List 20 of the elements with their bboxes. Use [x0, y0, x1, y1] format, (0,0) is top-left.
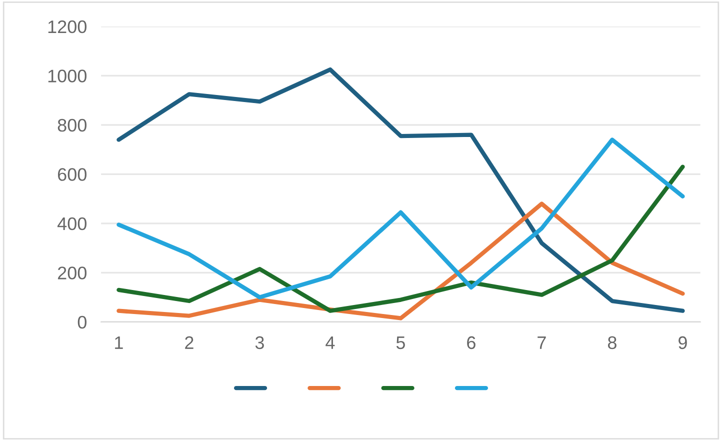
x-tick-label: 4: [326, 336, 335, 349]
y-tick-label: 800: [58, 118, 86, 132]
x-tick-label: 7: [538, 336, 546, 349]
x-tick-label: 6: [467, 336, 476, 350]
y-tick-label: 200: [58, 266, 86, 280]
y-tick-label: 1000: [48, 70, 86, 82]
line-series: [116, 164, 685, 313]
x-tick-label: 8: [608, 336, 616, 350]
y-tick-label: 1200: [48, 20, 86, 34]
x-tick-label: 1: [115, 336, 123, 349]
line-series: [116, 138, 685, 300]
x-tick-label: 2: [185, 336, 194, 349]
x-tick-label: 9: [678, 336, 687, 350]
x-tick-label: 5: [396, 336, 405, 350]
y-tick-label: 600: [58, 168, 86, 181]
y-tick-label: 0: [78, 316, 86, 329]
line-series: [116, 202, 685, 320]
x-tick-label: 3: [255, 336, 264, 350]
line-series: [116, 67, 685, 313]
y-tick-label: 400: [57, 217, 86, 230]
